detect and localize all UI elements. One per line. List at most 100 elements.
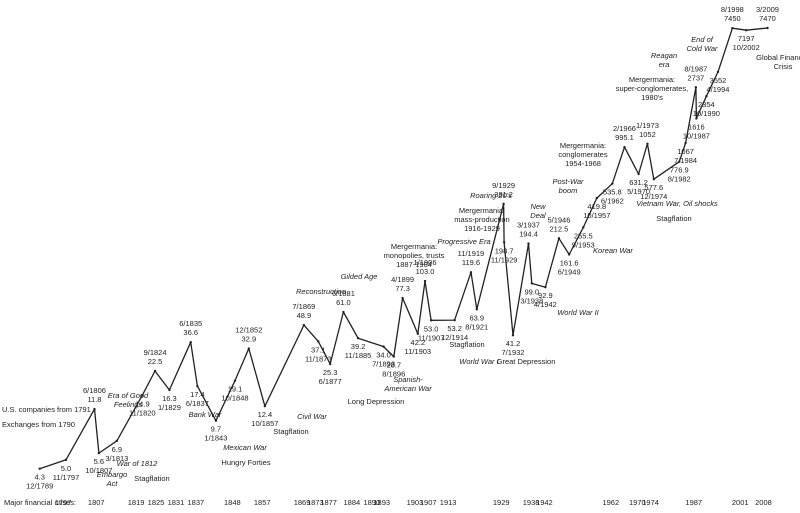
x-tick-label: 2001 xyxy=(732,498,749,507)
x-tick-label: 1903 xyxy=(407,498,424,507)
annotation: Feelings xyxy=(114,400,143,409)
date-label: 4/1994 xyxy=(707,85,730,94)
point xyxy=(646,142,649,146)
date-label: 1/1829 xyxy=(158,403,181,412)
annotation: Civil War xyxy=(297,412,327,421)
annotation: Great Depression xyxy=(497,357,556,366)
date-label: 9/1824 xyxy=(144,348,167,357)
x-tick-label: 1837 xyxy=(188,498,205,507)
x-tick-label: 1884 xyxy=(344,498,361,507)
annotation: Cold War xyxy=(686,44,718,53)
value-label: 1067 xyxy=(677,147,694,156)
date-label: 7/1932 xyxy=(502,348,525,357)
point xyxy=(637,172,640,176)
annotation: mass-production xyxy=(454,215,509,224)
annotation: Stagflation xyxy=(449,340,484,349)
annotation: Embargo xyxy=(97,470,127,479)
x-tick-label: 1869 xyxy=(294,498,311,507)
value-label: 37.1 xyxy=(311,345,326,354)
date-label: 8/1982 xyxy=(668,175,691,184)
date-label: 12/1852 xyxy=(235,325,262,334)
date-label: 3/1813 xyxy=(105,454,128,463)
point xyxy=(731,26,734,30)
x-tick-label: 1970 xyxy=(629,498,646,507)
annotation: Reagan xyxy=(651,51,677,60)
date-label: 11/1820 xyxy=(129,408,156,417)
value-label: 6.9 xyxy=(112,445,122,454)
value-label: 535.8 xyxy=(603,188,622,197)
x-tick-label: 1819 xyxy=(128,498,145,507)
value-label: 61.0 xyxy=(336,298,351,307)
value-label: 53.2 xyxy=(447,324,462,333)
point xyxy=(530,282,534,285)
point xyxy=(356,336,360,340)
point xyxy=(475,308,478,311)
value-label: 22.5 xyxy=(148,357,163,366)
annotation: Long Depression xyxy=(348,397,405,406)
point xyxy=(511,334,515,337)
date-label: 7/1893 xyxy=(372,360,395,369)
value-label: 161.6 xyxy=(560,258,579,267)
point xyxy=(64,458,68,462)
x-tick-label: 1797 xyxy=(55,498,72,507)
point xyxy=(263,404,267,408)
annotation: Mergermania: xyxy=(560,141,606,150)
x-tick-label: 1974 xyxy=(642,498,659,507)
x-tick-label: 1890 xyxy=(363,498,380,507)
value-label: 7450 xyxy=(724,14,741,23)
annotation: World War I xyxy=(459,357,498,366)
point xyxy=(502,241,506,244)
value-label: 99.0 xyxy=(525,287,540,296)
value-label: 53.0 xyxy=(424,324,439,333)
point xyxy=(766,26,769,30)
point xyxy=(652,178,656,181)
date-label: 10/1807 xyxy=(85,466,112,475)
date-label: 3/2009 xyxy=(756,5,779,14)
point xyxy=(678,160,681,163)
x-tick-label: 1938 xyxy=(523,498,540,507)
annotation: Crisis xyxy=(774,62,793,71)
date-label: 12/1974 xyxy=(640,192,667,201)
date-label: 5/1946 xyxy=(547,215,570,224)
value-label: 77.3 xyxy=(395,284,410,293)
value-label: 7197 xyxy=(738,34,755,43)
annotation: Vietnam War, Oil shocks xyxy=(636,199,718,208)
value-label: 42.2 xyxy=(411,338,426,347)
date-label: 3/1937 xyxy=(517,221,540,230)
date-label: 2/1966 xyxy=(613,124,636,133)
point xyxy=(382,345,385,348)
annotation: 1980's xyxy=(641,93,663,102)
annotation: Exchanges from 1790 xyxy=(2,420,75,429)
value-label: 28.7 xyxy=(386,361,401,370)
point xyxy=(115,439,119,442)
point xyxy=(423,279,427,283)
annotation: super-conglomerates, xyxy=(616,84,689,93)
value-label: 36.6 xyxy=(183,328,198,337)
value-label: 1616 xyxy=(688,122,705,131)
annotation: monopolies, trusts xyxy=(384,251,445,260)
annotation: Stagflation xyxy=(273,427,308,436)
value-label: 776.9 xyxy=(670,166,689,175)
point xyxy=(97,451,101,455)
point xyxy=(168,388,171,392)
date-label: 6/1877 xyxy=(319,377,342,386)
date-label: 6/1837 xyxy=(186,399,209,408)
value-label: 1052 xyxy=(639,130,656,139)
point xyxy=(694,86,698,89)
date-label: 1/1973 xyxy=(636,121,659,130)
annotation: conglomerates xyxy=(558,150,607,159)
value-label: 995.1 xyxy=(615,133,634,142)
annotation: Era of Good xyxy=(108,391,149,400)
value-label: 198.7 xyxy=(495,246,514,255)
point xyxy=(141,394,144,397)
date-label: 6/1806 xyxy=(83,386,106,395)
annotation: Stagflation xyxy=(134,474,169,483)
x-tick-label: 1893 xyxy=(373,498,390,507)
date-label: 10/1857 xyxy=(251,419,278,428)
point xyxy=(416,332,420,336)
date-label: 11/1929 xyxy=(491,255,518,264)
annotation: Mergermania: xyxy=(391,242,437,251)
annotation: Post-War xyxy=(552,177,584,186)
point xyxy=(233,379,237,382)
point xyxy=(611,182,614,185)
